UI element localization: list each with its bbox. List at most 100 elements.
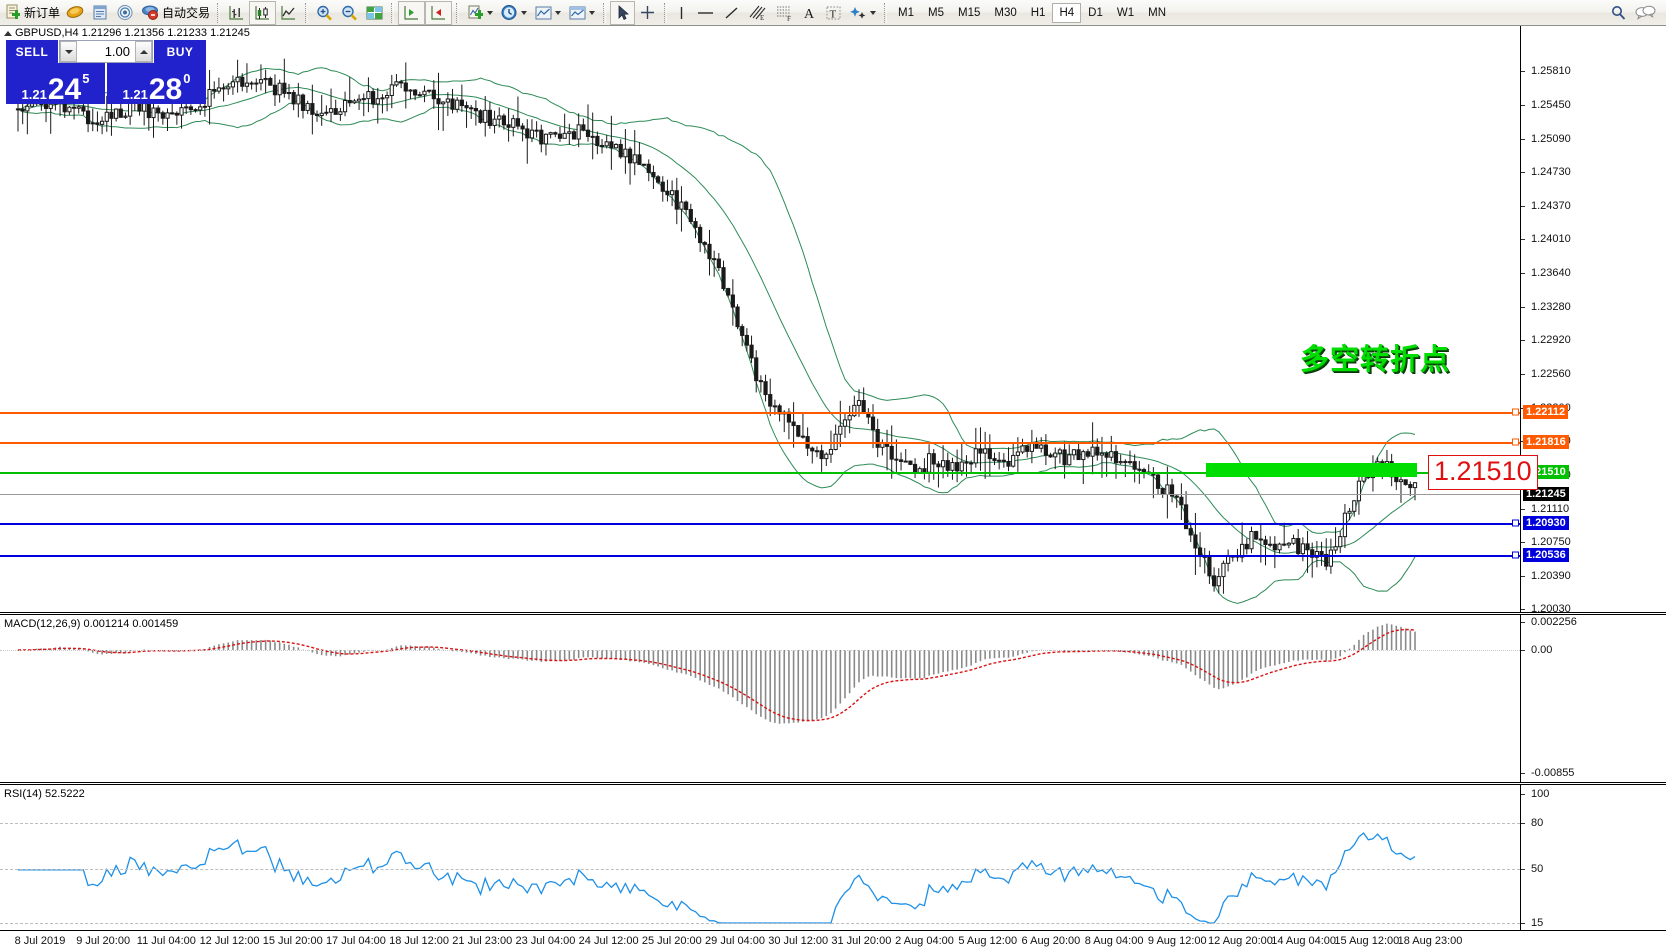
rsi-scale[interactable]: 100 80 50 15	[1520, 786, 1666, 930]
chart-shift-grid-button[interactable]	[362, 1, 387, 25]
level-tag-1.21816[interactable]: 1.21816	[1523, 435, 1569, 449]
timeframe-m5[interactable]: M5	[928, 6, 944, 19]
text-button[interactable]: A	[798, 1, 821, 25]
timeframe-h4[interactable]: H4	[1052, 2, 1082, 23]
line-chart-icon	[281, 5, 296, 20]
templates-button[interactable]	[531, 1, 565, 25]
bar-chart-button[interactable]	[224, 1, 249, 25]
period-dropdown-arrow[interactable]	[521, 10, 528, 15]
search-button[interactable]	[1606, 1, 1631, 25]
chat-button[interactable]	[1631, 1, 1660, 25]
level-line-1.22112[interactable]	[0, 412, 1520, 414]
chart-window[interactable]: 1.25810 1.25450 1.25090 1.24730 1.24370 1.240…	[0, 26, 1666, 952]
macd-plot-area[interactable]	[0, 616, 1520, 786]
autotrade-icon	[142, 5, 159, 20]
cursor-button[interactable]	[610, 0, 636, 25]
candlestick-chart-button[interactable]	[249, 0, 277, 25]
timeframe-d1[interactable]: D1	[1088, 6, 1103, 19]
level-line-1.20930[interactable]	[0, 523, 1520, 525]
toolbar-separator-1	[217, 2, 221, 23]
rsi-tick-label: 100	[1531, 788, 1550, 800]
horizontal-line-icon	[698, 11, 714, 14]
timeframe-m15[interactable]: M15	[958, 6, 981, 19]
autotrade-button[interactable]: 自动交易	[138, 1, 213, 25]
timeframe-m30[interactable]: M30	[994, 6, 1017, 19]
level-line-1.20536[interactable]	[0, 555, 1520, 557]
equidistant-channel-button[interactable]: E	[744, 1, 771, 25]
chart-annotation-text[interactable]: 多空转折点	[1300, 344, 1451, 376]
shapes-dropdown-arrow[interactable]	[870, 10, 877, 15]
one-click-trading-panel[interactable]: SELL 1.00 BUY 1.21 24 5 1.21 28 0	[6, 40, 206, 105]
volume-increment-button[interactable]	[135, 41, 152, 62]
timeframe-mn[interactable]: MN	[1148, 6, 1166, 19]
rsi-tick-label: 15	[1531, 917, 1544, 929]
price-callout-box[interactable]: 1.21510	[1428, 455, 1538, 490]
sell-button[interactable]: SELL	[6, 40, 58, 63]
time-tick-label: 9 Jul 20:00	[76, 935, 131, 947]
equidistant-channel-icon: E	[749, 5, 766, 22]
macd-pane[interactable]: MACD(12,26,9) 0.001214 0.001459 0.002256…	[0, 616, 1666, 786]
signals-button[interactable]	[113, 1, 138, 25]
zoom-out-button[interactable]	[337, 1, 362, 25]
level-handle-1.21816[interactable]	[1512, 438, 1519, 446]
line-chart-button[interactable]	[276, 1, 301, 25]
level-tag-1.21245[interactable]: 1.21245	[1523, 487, 1569, 501]
volume-value[interactable]: 1.00	[104, 44, 130, 59]
buy-price-fraction: 0	[183, 71, 191, 86]
data-window-button[interactable]	[88, 1, 113, 25]
vertical-line-button[interactable]	[671, 1, 692, 25]
level-handle-1.22112[interactable]	[1512, 408, 1519, 416]
level-handle-1.20930[interactable]	[1512, 519, 1519, 527]
templates-dropdown-arrow[interactable]	[555, 10, 562, 15]
macd-tick	[1521, 622, 1525, 623]
level-line-1.21510[interactable]	[0, 472, 1520, 474]
price-scale[interactable]: 1.25810 1.25450 1.25090 1.24730 1.24370 1.240…	[1520, 26, 1666, 616]
volume-decrement-button[interactable]	[60, 41, 77, 62]
templates2-button[interactable]	[565, 1, 599, 25]
buy-button[interactable]: BUY	[154, 40, 206, 63]
toolbar-separator-2	[305, 2, 309, 23]
indicators-dropdown-arrow[interactable]	[487, 10, 494, 15]
trendline-icon	[725, 6, 738, 19]
zoom-in-button[interactable]	[312, 1, 337, 25]
text-label-button[interactable]: T	[821, 1, 846, 25]
pane-separator-2	[0, 782, 1666, 785]
bar-chart-icon	[229, 5, 244, 20]
macd-scale[interactable]: 0.002256 0.00 -0.00855	[1520, 616, 1666, 786]
timeframe-m1[interactable]: M1	[898, 6, 915, 19]
price-plot-area[interactable]	[0, 26, 1520, 616]
price-tick-label: 1.20750	[1531, 536, 1571, 548]
support-zone-highlight[interactable]	[1206, 463, 1417, 477]
buy-price-display[interactable]: 1.21 28 0	[107, 63, 206, 105]
time-axis[interactable]: 8 Jul 2019 9 Jul 20:00 11 Jul 04:00 12 Jul …	[0, 930, 1666, 952]
macd-tick	[1521, 650, 1525, 651]
toolbar-separator-6	[664, 2, 668, 23]
level-tag-1.22112[interactable]: 1.22112	[1523, 405, 1569, 419]
level-tag-1.20536[interactable]: 1.20536	[1523, 548, 1569, 562]
level-line-1.21816[interactable]	[0, 442, 1520, 444]
time-tick-label: 12 Aug 20:00	[1208, 935, 1273, 947]
auto-scroll-button[interactable]	[398, 0, 426, 25]
shapes-button[interactable]	[846, 1, 880, 25]
new-order-button[interactable]: 新订单	[2, 1, 63, 25]
expert-advisors-button[interactable]	[63, 1, 88, 25]
chart-shift-button[interactable]	[425, 0, 453, 25]
rsi-pane[interactable]: RSI(14) 52.5222 100 80 50 15	[0, 786, 1666, 930]
collapse-triangle-icon[interactable]	[4, 30, 12, 36]
fibonacci-button[interactable]: F	[771, 1, 798, 25]
rsi-plot-area[interactable]	[0, 786, 1520, 930]
level-handle-1.20536[interactable]	[1512, 551, 1519, 559]
volume-stepper[interactable]: 1.00	[59, 40, 153, 63]
crosshair-button[interactable]	[635, 1, 660, 25]
indicators-button[interactable]	[463, 1, 497, 25]
period-button[interactable]	[497, 1, 531, 25]
trendline-button[interactable]	[719, 1, 744, 25]
text-label-icon: T	[826, 6, 841, 20]
templates2-dropdown-arrow[interactable]	[589, 10, 596, 15]
horizontal-line-button[interactable]	[692, 1, 719, 25]
timeframe-h1[interactable]: H1	[1030, 6, 1046, 19]
price-pane[interactable]: 1.25810 1.25450 1.25090 1.24730 1.24370 1.240…	[0, 26, 1666, 616]
level-tag-1.20930[interactable]: 1.20930	[1523, 516, 1569, 530]
sell-price-display[interactable]: 1.21 24 5	[6, 63, 105, 105]
timeframe-w1[interactable]: W1	[1116, 6, 1135, 19]
